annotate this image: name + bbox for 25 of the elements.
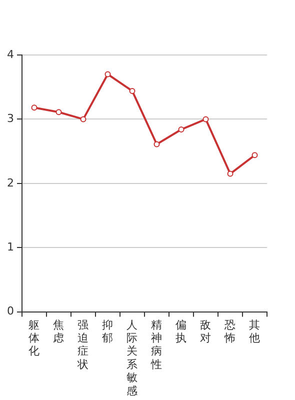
point (80, 116, 86, 122)
y-tick-label: 3 (7, 112, 14, 126)
point (252, 152, 258, 158)
x-tick-label: 焦虑 (53, 318, 64, 344)
x-tick-label: 偏执 (176, 318, 187, 344)
x-tick-label: 躯体化 (28, 318, 40, 358)
y-tick-label: 4 (7, 48, 14, 61)
x-tick-label: 强迫症状 (76, 318, 89, 371)
x-tick-label: 敌对 (200, 318, 212, 344)
x-tick-label: 其他 (249, 318, 260, 344)
y-tick-label: 0 (7, 304, 14, 318)
y-tick-label: 1 (7, 240, 14, 254)
point (56, 109, 62, 116)
point (129, 88, 136, 94)
x-tick-label: 恐怖 (224, 318, 236, 344)
x-tick-label: 抑郁 (102, 318, 114, 344)
point (227, 170, 234, 177)
point (202, 116, 209, 122)
point (154, 141, 160, 148)
point (178, 126, 184, 132)
point (104, 71, 111, 78)
x-tick-label: 人际关系敏感 (126, 318, 138, 398)
x-tick-label: 精神病性 (150, 318, 162, 371)
y-tick-label: 2 (7, 176, 14, 190)
point (31, 104, 38, 111)
